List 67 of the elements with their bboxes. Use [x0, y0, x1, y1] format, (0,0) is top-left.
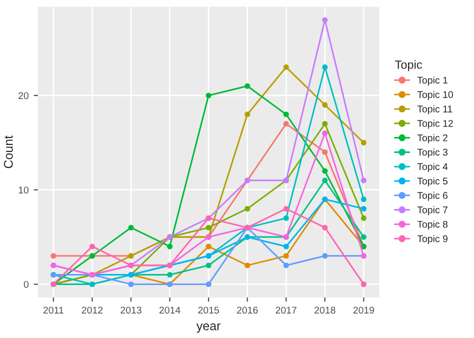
point [283, 112, 289, 118]
x-tick-label: 2019 [353, 306, 374, 314]
x-tick-label: 2016 [237, 306, 258, 314]
legend-label: Topic 12 [417, 120, 453, 129]
point [322, 168, 328, 174]
point [360, 234, 366, 240]
x-tick-label: 2011 [43, 306, 64, 314]
y-tick-label: 20 [18, 92, 29, 100]
point [322, 178, 328, 184]
legend-label: Topic 3 [417, 148, 448, 158]
point [244, 262, 250, 268]
x-tick-label: 2017 [276, 306, 296, 314]
point [322, 121, 328, 127]
point [283, 244, 289, 250]
x-tick-label: 2015 [198, 306, 219, 314]
point [360, 215, 366, 221]
point [206, 262, 212, 268]
point [206, 244, 212, 250]
point [283, 206, 289, 212]
point [322, 130, 328, 136]
point [167, 244, 173, 250]
point [322, 149, 328, 155]
y-axis-title: Count [4, 136, 13, 168]
point [322, 64, 328, 70]
point [322, 102, 328, 108]
y-tick-label: 0 [24, 280, 29, 288]
point [244, 112, 250, 118]
legend-label: Topic 9 [417, 235, 448, 244]
legend-label: Topic 2 [417, 134, 448, 144]
point [283, 64, 289, 70]
point [360, 196, 366, 202]
point [360, 178, 366, 184]
point [360, 206, 366, 212]
legend-label: Topic 5 [417, 177, 448, 186]
point [128, 224, 134, 230]
legend-label: Topic 11 [417, 105, 452, 114]
y-tick-label: 10 [18, 186, 29, 194]
point [283, 121, 289, 127]
point [244, 83, 250, 89]
x-tick-label: 2014 [159, 306, 180, 314]
legend-label: Topic 6 [417, 192, 448, 201]
point [50, 253, 56, 259]
point [206, 92, 212, 98]
point [128, 281, 134, 288]
legend-label: Topic 7 [417, 206, 448, 216]
point [89, 244, 95, 250]
point [322, 17, 328, 23]
point [167, 272, 173, 278]
x-tick-label: 2013 [120, 306, 142, 314]
legend-title: Topic [395, 60, 422, 72]
x-tick-label: 2018 [314, 306, 336, 314]
point [322, 224, 328, 230]
point [283, 215, 289, 221]
x-tick-label: 2012 [82, 306, 103, 314]
point [206, 224, 212, 230]
point [244, 206, 250, 212]
point [283, 253, 289, 259]
point [360, 140, 366, 146]
point [360, 281, 366, 288]
legend-label: Topic 8 [417, 220, 448, 230]
x-axis-title: year [196, 323, 221, 333]
point [206, 281, 212, 288]
point [322, 253, 328, 259]
legend-label: Topic 10 [417, 90, 453, 100]
legend-label: Topic 1 [417, 76, 448, 86]
point [283, 262, 289, 268]
legend-label: Topic 4 [417, 162, 448, 172]
